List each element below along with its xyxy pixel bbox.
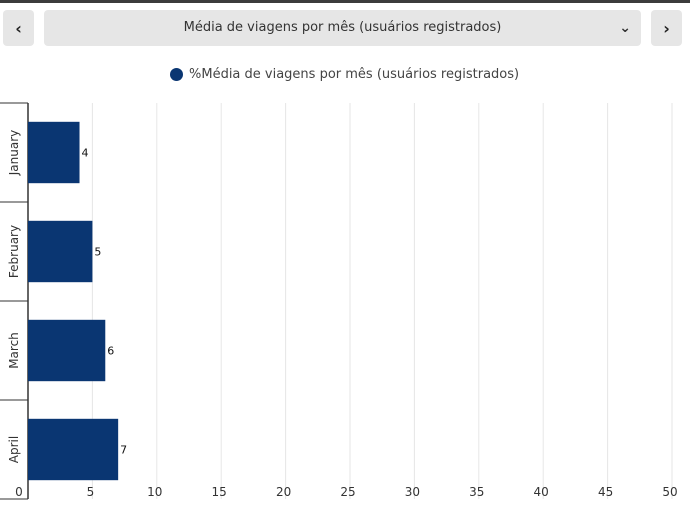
previous-button[interactable]: ‹ [3, 10, 34, 46]
x-tick-label: 35 [469, 485, 484, 499]
x-tick-label: 5 [87, 485, 95, 499]
legend-label: %Média de viagens por mês (usuários regi… [189, 66, 520, 82]
chevron-left-icon: ‹ [15, 18, 22, 38]
chart-legend[interactable]: %Média de viagens por mês (usuários regi… [170, 64, 519, 84]
x-tick-label: 0 [15, 485, 23, 499]
chevron-down-icon: ⌄ [619, 20, 631, 36]
x-tick-label: 20 [276, 485, 291, 499]
x-tick-label: 10 [147, 485, 162, 499]
data-label: 7 [120, 444, 127, 457]
metric-select-value: Média de viagens por mês (usuários regis… [183, 20, 502, 35]
next-button[interactable]: › [651, 10, 682, 46]
bar-april [28, 418, 119, 481]
metric-select[interactable]: Média de viagens por mês (usuários regis… [44, 10, 641, 46]
data-label: 6 [107, 345, 114, 358]
x-tick-label: 30 [405, 485, 420, 499]
legend-marker [170, 67, 183, 81]
category-label: January [7, 130, 21, 177]
x-tick-label: 25 [340, 485, 355, 499]
top-border [0, 0, 690, 3]
category-label: March [7, 332, 21, 369]
category-label: April [7, 436, 21, 463]
x-tick-label: 40 [534, 485, 549, 499]
bar-january [28, 121, 80, 184]
x-tick-label: 45 [598, 485, 613, 499]
category-label: February [7, 225, 21, 278]
bar-february [28, 220, 93, 283]
chevron-right-icon: › [663, 18, 670, 38]
data-label: 5 [94, 246, 101, 259]
bar-march [28, 319, 106, 382]
data-label: 4 [82, 147, 89, 160]
x-tick-label: 15 [212, 485, 227, 499]
x-tick-label: 50 [662, 485, 677, 499]
